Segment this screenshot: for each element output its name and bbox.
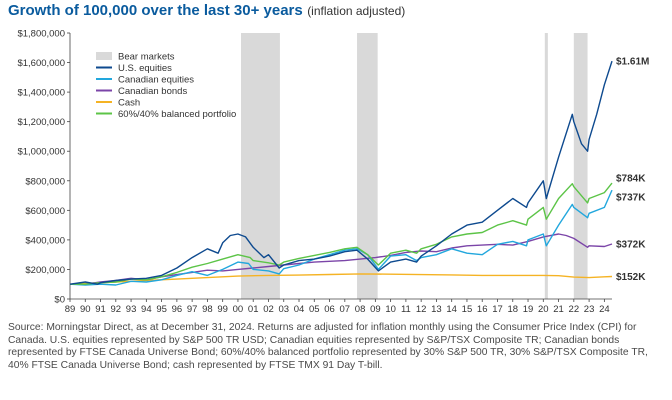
legend-label: 60%/40% balanced portfolio	[118, 109, 236, 120]
x-tick-label: 12	[416, 304, 427, 315]
y-tick-label: $1,000,000	[17, 147, 65, 158]
x-tick-label: 98	[202, 304, 213, 315]
y-tick-label: $600,000	[25, 206, 65, 217]
legend-label: Canadian equities	[118, 75, 194, 86]
end-value-label: $372K	[616, 240, 646, 251]
x-tick-label: 90	[80, 304, 91, 315]
x-tick-label: 16	[477, 304, 488, 315]
legend-swatch-bear-markets	[96, 52, 112, 60]
chart-title: Growth of 100,000 over the last 30+ year…	[8, 2, 405, 20]
legend-label: Bear markets	[118, 52, 175, 63]
series-line-canadian-equities	[69, 189, 613, 286]
y-tick-label: $200,000	[25, 265, 65, 276]
end-value-label: $737K	[616, 193, 646, 204]
legend-label: Canadian bonds	[118, 86, 187, 97]
x-tick-label: 01	[248, 304, 259, 315]
x-tick-label: 99	[217, 304, 228, 315]
x-tick-label: 15	[462, 304, 473, 315]
y-tick-label: $1,800,000	[17, 29, 65, 40]
x-tick-label: 89	[65, 304, 76, 315]
series-line-u-s-equities	[69, 60, 613, 285]
bear-market-band-2	[357, 33, 378, 299]
series-line-60-40-balanced-portfolio	[70, 182, 613, 285]
x-tick-label: 11	[401, 304, 411, 315]
x-tick-label: 00	[233, 304, 244, 315]
x-tick-label: 14	[446, 304, 457, 315]
bear-market-band-3	[544, 33, 548, 299]
bear-market-band-4	[573, 33, 588, 299]
x-tick-label: 20	[538, 304, 549, 315]
x-tick-label: 92	[111, 304, 122, 315]
x-tick-label: 94	[141, 304, 152, 315]
axes: $0 $200,000 $400,000 $600,000 $800,000 $1,000…	[17, 29, 612, 315]
x-tick-label: 08	[355, 304, 366, 315]
x-tick-label: 23	[584, 304, 595, 315]
x-tick-label: 04	[294, 304, 305, 315]
x-tick-label: 02	[263, 304, 274, 315]
y-tick-label: $800,000	[25, 176, 65, 187]
chart-subtitle: (inflation adjusted)	[307, 4, 406, 18]
x-tick-label: 96	[172, 304, 183, 315]
y-tick-label: $400,000	[25, 235, 65, 246]
x-tick-label: 97	[187, 304, 198, 315]
source-note: Source: Morningstar Direct, as at Decemb…	[8, 322, 648, 371]
x-tick-label: 07	[340, 304, 351, 315]
x-tick-label: 17	[492, 304, 503, 315]
x-tick-label: 05	[309, 304, 320, 315]
x-tick-label: 09	[370, 304, 381, 315]
x-tick-label: 21	[553, 304, 564, 315]
end-labels: $1.61M $737K $372K $152K $784K	[616, 57, 649, 283]
x-tick-label: 22	[569, 304, 580, 315]
x-tick-label: 91	[95, 304, 106, 315]
y-tick-label: $0	[54, 295, 65, 306]
line-chart: $0 $200,000 $400,000 $600,000 $800,000 $1,000…	[17, 29, 649, 316]
legend-label: U.S. equities	[118, 63, 172, 74]
x-tick-label: 95	[156, 304, 167, 315]
end-value-label: $152K	[616, 272, 646, 283]
y-tick-label: $1,600,000	[17, 58, 65, 69]
x-tick-label: 10	[385, 304, 396, 315]
x-tick-label: 24	[599, 304, 610, 315]
x-tick-label: 93	[126, 304, 137, 315]
x-tick-label: 03	[278, 304, 289, 315]
x-tick-label: 13	[431, 304, 442, 315]
series-lines	[69, 60, 613, 286]
end-value-label: $1.61M	[616, 57, 649, 68]
x-tick-label: 19	[523, 304, 534, 315]
y-tick-label: $1,200,000	[17, 117, 65, 128]
legend-label: Cash	[118, 98, 140, 109]
x-tick-label: 18	[507, 304, 518, 315]
end-value-label: $784K	[616, 174, 646, 185]
x-tick-label: 06	[324, 304, 335, 315]
bear-market-band-1	[240, 33, 280, 299]
chart-title-main: Growth of 100,000 over the last 30+ year…	[8, 2, 303, 19]
y-tick-label: $1,400,000	[17, 88, 65, 99]
